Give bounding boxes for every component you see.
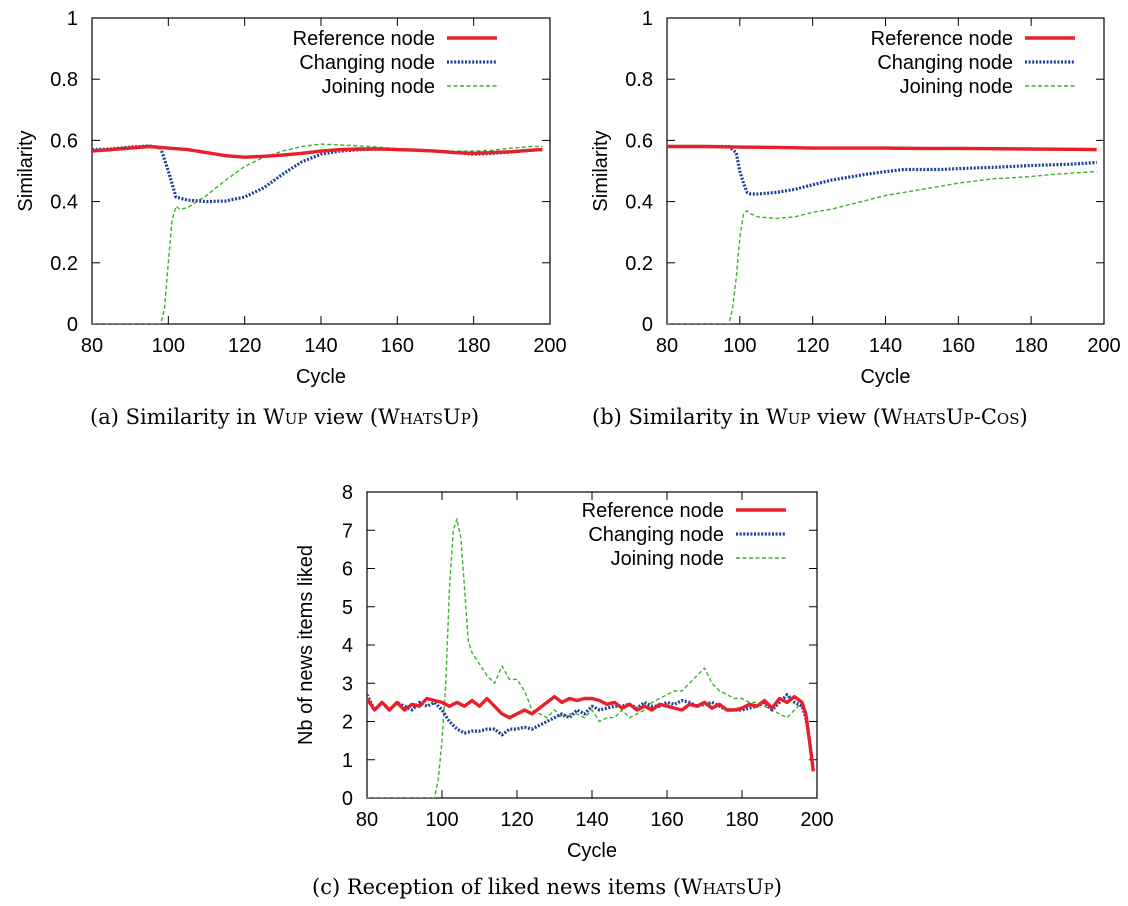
caption-b-name2: WhatsUp-Cos [880, 405, 1020, 429]
y-tick-label: 0.8 [625, 69, 653, 91]
caption-c-suffix: ) [773, 875, 782, 899]
series-line-joining [367, 518, 814, 798]
series-line-reference [667, 144, 1097, 152]
x-tick-label: 100 [723, 335, 756, 357]
x-tick-label: 120 [796, 335, 829, 357]
caption-a-name2: WhatsUp [378, 405, 471, 429]
series-lines [92, 143, 543, 324]
y-axis-label: Nb of news items liked [295, 545, 317, 745]
x-tick-label: 140 [304, 335, 337, 357]
y-tick-label: 0.8 [50, 69, 78, 91]
legend-label-joining: Joining node [900, 76, 1013, 98]
x-tick-label: 140 [869, 335, 902, 357]
x-tick-label: 180 [1014, 335, 1047, 357]
chart-a: 80 100 120 140 160 180 200 0 0.2 0.4 0.6 0.8 1 Cycle S… [15, 8, 567, 388]
y-tick-label: 8 [342, 482, 353, 504]
y-tick-label: 0.6 [50, 130, 78, 152]
y-tick-label: 6 [342, 559, 353, 581]
caption-a-mid: view ( [307, 405, 379, 429]
legend-label-reference: Reference node [871, 28, 1013, 50]
x-tick-label: 160 [381, 335, 414, 357]
x-axis-label: Cycle [567, 840, 617, 862]
caption-a-prefix: (a) Similarity in [90, 405, 264, 429]
y-axis-label: Similarity [590, 130, 612, 211]
y-tick-label: 0.6 [625, 130, 653, 152]
y-tick-label: 5 [342, 597, 353, 619]
series-line-changing [367, 693, 815, 772]
legend-label-reference: Reference node [582, 500, 724, 522]
series-line-joining [92, 143, 543, 324]
x-tick-label: 80 [81, 335, 103, 357]
y-tick-label: 1 [67, 8, 78, 30]
x-tick-label: 160 [942, 335, 975, 357]
caption-a-suffix: ) [470, 405, 480, 429]
y-tick-label: 0 [67, 314, 78, 336]
series-line-changing [667, 144, 1097, 196]
x-axis-label: Cycle [296, 366, 346, 388]
y-tick-label: 1 [342, 750, 353, 772]
series-lines [667, 144, 1097, 324]
y-tick-label: 0.4 [625, 192, 653, 214]
legend-label-reference: Reference node [293, 28, 435, 50]
x-tick-label: 80 [656, 335, 678, 357]
series-line-joining [667, 170, 1097, 324]
caption-b-suffix: ) [1019, 405, 1028, 429]
legend-label-changing: Changing node [877, 52, 1013, 74]
legend-label-changing: Changing node [588, 524, 724, 546]
legend-label-joining: Joining node [611, 548, 724, 570]
x-tick-label: 200 [533, 335, 566, 357]
x-axis-label: Cycle [860, 366, 910, 388]
series-line-changing [92, 144, 543, 204]
y-tick-label: 0 [342, 788, 353, 810]
series-lines [367, 518, 815, 798]
x-tick-label: 80 [356, 809, 378, 831]
x-tick-label: 160 [650, 809, 683, 831]
y-tick-label: 0.2 [50, 253, 78, 275]
legend-label-changing: Changing node [299, 52, 435, 74]
y-axis-label: Similarity [15, 130, 37, 211]
x-tick-label: 200 [800, 809, 833, 831]
caption-a-name1: Wup [263, 405, 308, 429]
y-tick-label: 3 [342, 673, 353, 695]
caption-a: (a) Similarity in Wup view (WhatsUp) [90, 405, 479, 429]
x-tick-label: 120 [500, 809, 533, 831]
caption-b: (b) Similarity in Wup view (WhatsUp-Cos) [592, 405, 1028, 429]
chart-b: 80 100 120 140 160 180 200 0 0.2 0.4 0.6 0.8 1 Cycle S… [590, 8, 1121, 388]
x-tick-label: 200 [1087, 335, 1120, 357]
y-tick-label: 7 [342, 520, 353, 542]
y-tick-label: 4 [342, 635, 353, 657]
legend-label-joining: Joining node [322, 76, 435, 98]
chart-c: 80 100 120 140 160 180 200 0 1 2 3 4 5 6 7 8 Cycle Nb of … [295, 482, 834, 862]
caption-b-mid: view ( [810, 405, 881, 429]
series-line-reference [367, 694, 815, 772]
x-tick-label: 120 [228, 335, 261, 357]
y-tick-label: 1 [642, 8, 653, 30]
caption-c: (c) Reception of liked news items (Whats… [312, 875, 782, 899]
caption-c-name2: WhatsUp [681, 875, 774, 899]
x-tick-label: 140 [575, 809, 608, 831]
x-tick-label: 100 [152, 335, 185, 357]
y-tick-label: 0 [642, 314, 653, 336]
caption-b-name1: Wup [766, 405, 811, 429]
caption-b-prefix: (b) Similarity in [592, 405, 767, 429]
y-tick-label: 2 [342, 712, 353, 734]
x-tick-label: 180 [457, 335, 490, 357]
series-line-reference [92, 144, 543, 159]
x-tick-label: 180 [725, 809, 758, 831]
caption-c-prefix: (c) Reception of liked news items ( [312, 875, 682, 899]
y-tick-label: 0.2 [625, 253, 653, 275]
x-tick-label: 100 [425, 809, 458, 831]
y-tick-label: 0.4 [50, 192, 78, 214]
